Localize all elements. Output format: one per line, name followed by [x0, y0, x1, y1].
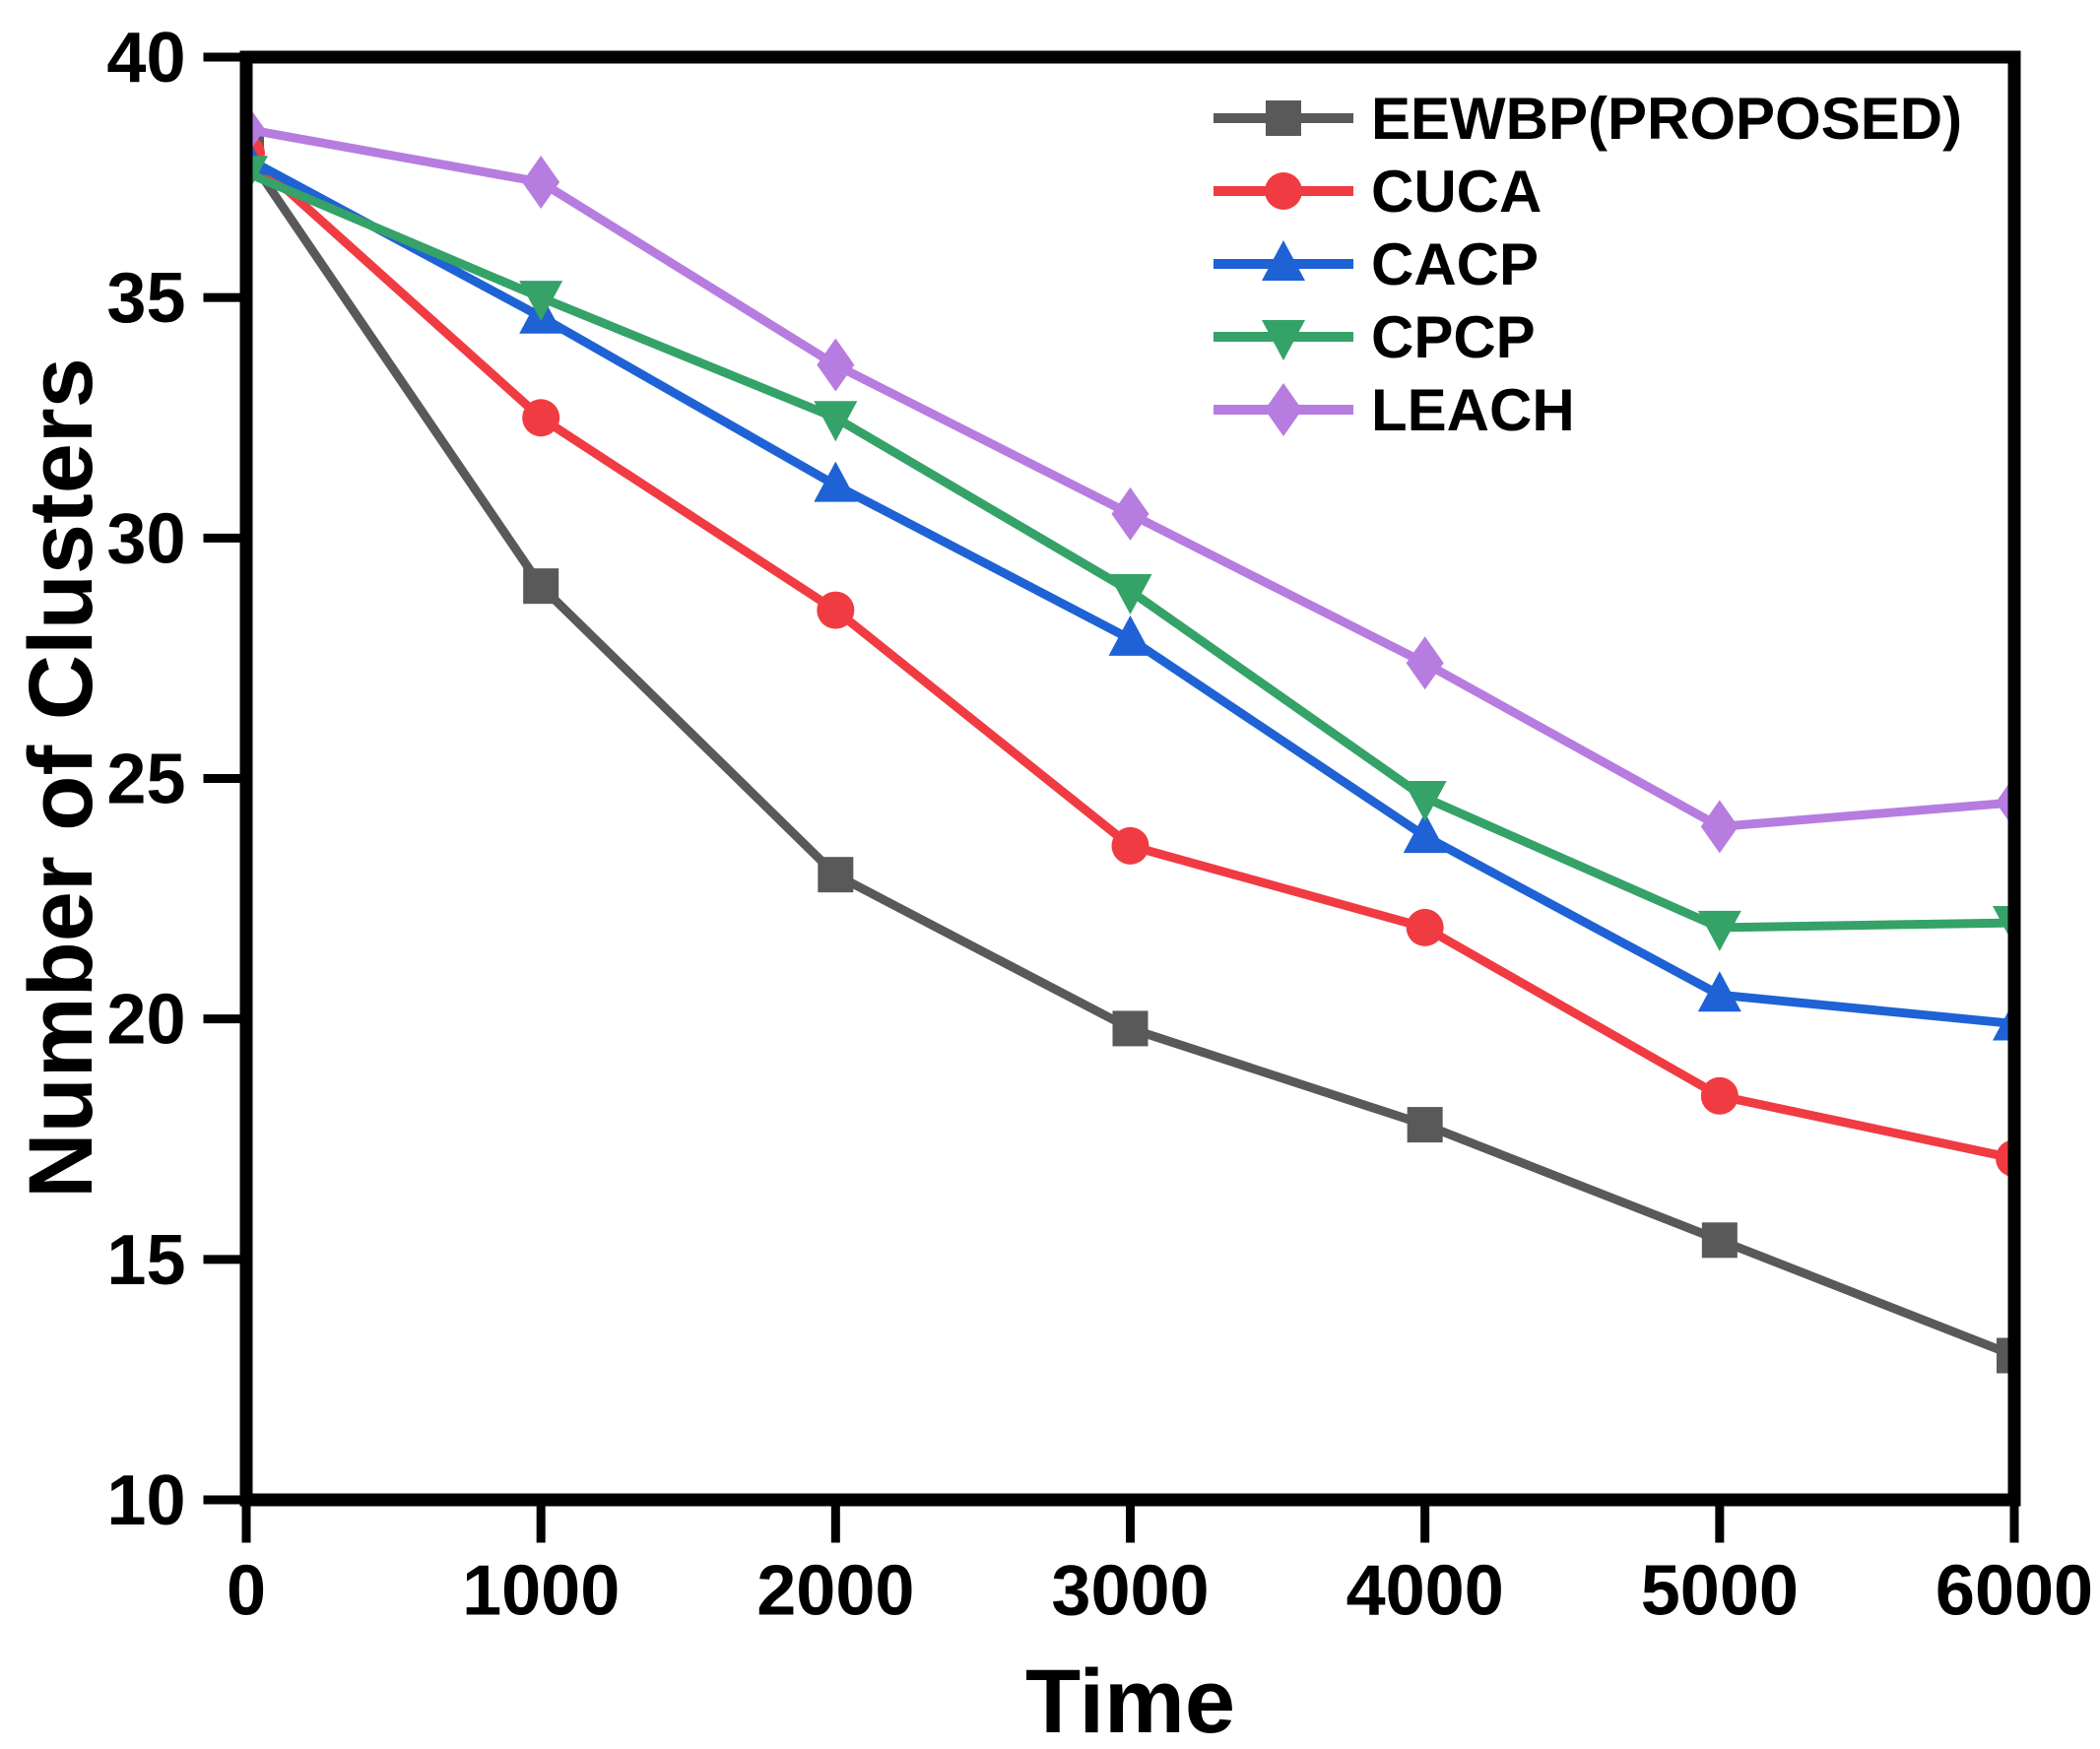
legend-swatch-marker: [1265, 172, 1302, 210]
series-marker: [523, 568, 559, 605]
legend-item: CPCP: [1214, 304, 1536, 370]
legend-swatch-marker: [1262, 320, 1305, 360]
series-marker: [522, 399, 560, 437]
series-marker: [1112, 1010, 1148, 1047]
series-marker: [1406, 636, 1444, 690]
series-marker: [1407, 1107, 1443, 1143]
legend-label: CPCP: [1371, 304, 1536, 370]
series-layer: [239, 102, 2021, 1374]
y-tick-label: 10: [106, 1461, 185, 1540]
series-marker: [814, 401, 858, 442]
series-marker: [1108, 574, 1152, 615]
legend-item: LEACH: [1214, 377, 1575, 443]
legend-label: CACP: [1371, 231, 1539, 297]
x-tick-label: 3000: [1051, 1552, 1209, 1631]
series-marker: [522, 155, 560, 209]
legend-label: EEWBP(PROPOSED): [1371, 86, 1962, 152]
series-marker: [1697, 971, 1741, 1012]
y-tick-label: 35: [106, 259, 185, 338]
x-tick-label: 4000: [1346, 1552, 1504, 1631]
series-marker: [1108, 615, 1152, 656]
y-tick-label: 15: [106, 1221, 185, 1300]
series-marker: [1111, 826, 1149, 865]
series-EEWBP(PROPOSED): [239, 135, 2021, 1374]
series-marker: [1701, 1222, 1738, 1259]
x-tick-label: 1000: [462, 1552, 620, 1631]
y-axis-title: Number of Clusters: [11, 357, 111, 1198]
legend-swatch-marker: [1262, 240, 1305, 281]
axes-layer: 10 15 20 25 30 35 40 0 1000 2000 3000 4000 5000 6000: [106, 19, 2093, 1631]
x-tick-label: 0: [227, 1552, 266, 1631]
legend-item: CUCA: [1214, 159, 1542, 225]
x-tick-label: 2000: [756, 1552, 914, 1631]
series-marker: [1111, 486, 1149, 541]
legend-item: CACP: [1214, 231, 1539, 297]
series-marker: [1700, 1076, 1739, 1115]
legend-swatch-marker: [1266, 100, 1301, 136]
x-tick-label: 6000: [1936, 1552, 2093, 1631]
series-marker: [814, 461, 858, 502]
series-marker: [1700, 800, 1739, 854]
x-tick-label: 5000: [1641, 1552, 1799, 1631]
legend-label: CUCA: [1371, 159, 1542, 225]
y-tick-label: 20: [106, 981, 185, 1060]
y-tick-label: 40: [106, 19, 185, 97]
y-tick-label: 30: [106, 499, 185, 578]
series-marker: [1697, 910, 1741, 951]
series-marker: [519, 281, 563, 322]
y-tick-label: 25: [106, 741, 185, 819]
series-marker: [1406, 908, 1444, 946]
series-line: [245, 124, 2015, 831]
series-line: [242, 151, 2016, 1360]
series-marker: [1403, 812, 1447, 854]
legend-label: LEACH: [1371, 377, 1575, 443]
x-axis-title: Time: [1024, 1652, 1236, 1749]
legend-item: EEWBP(PROPOSED): [1214, 86, 1962, 152]
legend-swatch-marker: [1265, 383, 1302, 436]
series-marker: [818, 857, 854, 893]
axes-frame: [239, 50, 2021, 1507]
series-CUCA: [239, 134, 2021, 1178]
series-marker: [817, 591, 855, 629]
series-LEACH: [239, 102, 2021, 854]
series-marker: [817, 338, 855, 392]
series-marker: [1403, 781, 1447, 822]
